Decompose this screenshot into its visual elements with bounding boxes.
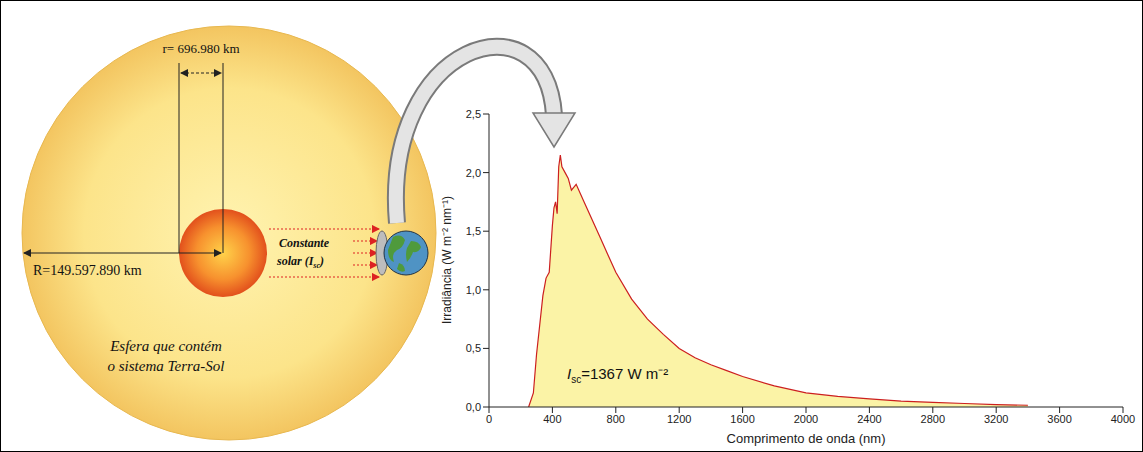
svg-text:0,5: 0,5	[466, 342, 481, 354]
svg-text:Constantesolar (Isc): Constantesolar (Isc)	[276, 236, 330, 270]
svg-text:1,0: 1,0	[466, 284, 481, 296]
svg-text:Comprimento de onda (nm): Comprimento de onda (nm)	[727, 431, 886, 446]
svg-text:2,0: 2,0	[466, 167, 481, 179]
svg-text:2,5: 2,5	[466, 108, 481, 120]
svg-text:R=149.597.890 km: R=149.597.890 km	[33, 263, 142, 278]
svg-text:Irradiância (W m⁻² nm⁻¹): Irradiância (W m⁻² nm⁻¹)	[440, 196, 454, 324]
svg-text:1600: 1600	[730, 413, 754, 425]
svg-text:4000: 4000	[1111, 413, 1135, 425]
svg-text:3200: 3200	[984, 413, 1008, 425]
svg-text:1200: 1200	[667, 413, 691, 425]
html-text:Isc=1367 W m⁻²: Isc=1367 W m⁻²	[567, 365, 669, 385]
svg-text:2400: 2400	[857, 413, 881, 425]
svg-text:800: 800	[607, 413, 625, 425]
svg-text:r= 696.980 km: r= 696.980 km	[162, 41, 239, 56]
svg-text:3600: 3600	[1047, 413, 1071, 425]
svg-text:1,5: 1,5	[466, 225, 481, 237]
svg-text:400: 400	[543, 413, 561, 425]
svg-text:0,0: 0,0	[466, 401, 481, 413]
svg-text:2800: 2800	[921, 413, 945, 425]
svg-text:2000: 2000	[794, 413, 818, 425]
svg-text:0: 0	[486, 413, 492, 425]
svg-text:Esfera que contémo sistema Ter: Esfera que contémo sistema Terra-Sol	[108, 338, 225, 374]
